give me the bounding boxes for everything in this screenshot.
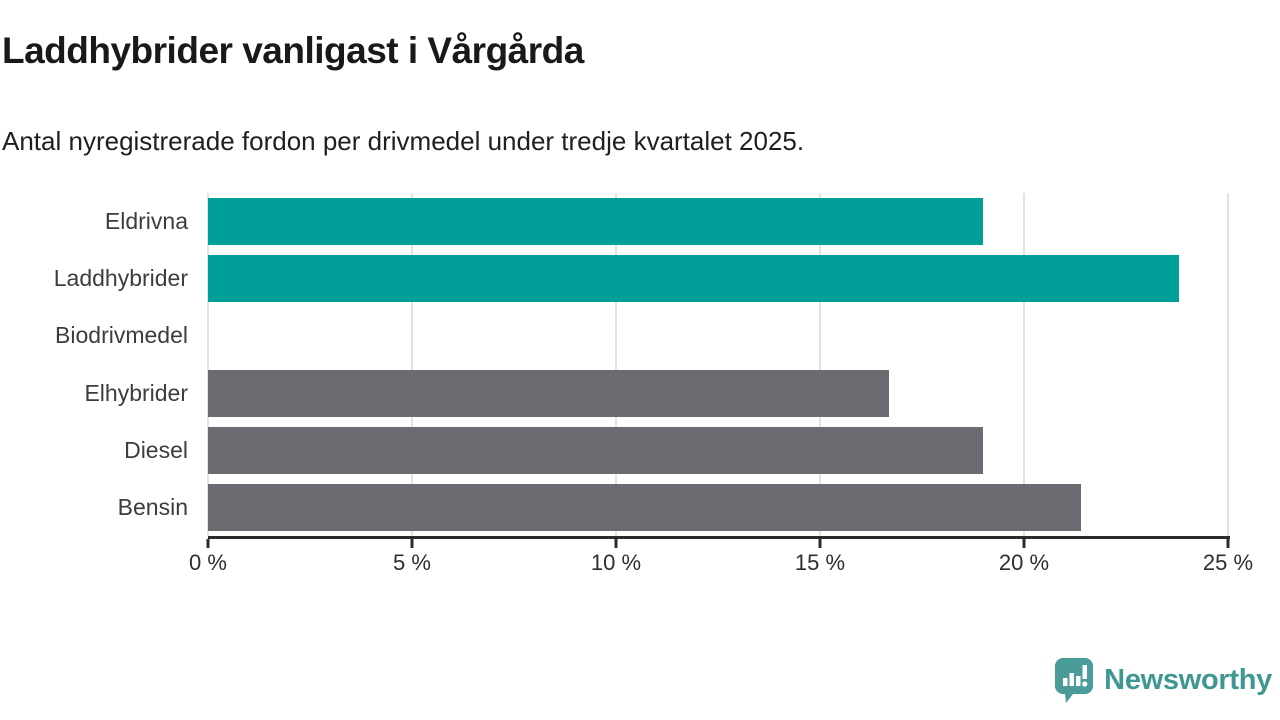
bar-row [208,365,1228,422]
bar-laddhybrider [208,255,1180,303]
bar-elhybrider [208,369,890,417]
axis-tick-label: 10 % [590,550,642,575]
bar-row [208,307,1228,364]
plot-area [207,193,1229,536]
bar-row [208,250,1228,307]
axis-tick-label: 0 % [189,550,227,575]
axis-tick [410,539,414,548]
category-label: Elhybrider [84,379,188,406]
axis-tick-label: 15 % [794,550,846,575]
axis-tick-label: 25 % [1202,550,1254,575]
brand-name: Newsworthy [1104,663,1272,696]
category-label: Eldrivna [104,208,188,235]
axis-tick [1022,539,1026,548]
category-label: Biodrivmedel [55,322,188,349]
chart-title: Laddhybrider vanligast i Vårgårda [2,30,584,71]
category-axis: Eldrivna Laddhybrider Biodrivmedel Elhybrid… [0,193,188,536]
bar-eldrivna [208,198,984,246]
bar-diesel [208,426,984,474]
bar-rows [208,193,1228,536]
bar-chart-speech-bubble-icon [1055,658,1094,703]
newsworthy-branding: Newsworthy [1053,656,1272,704]
bar-row [208,422,1228,479]
category-label: Bensin [117,493,188,520]
x-axis: 0 % 5 % 10 % 15 % 20 % 25 % [189,539,1253,584]
gridline [615,193,617,536]
gridline [1023,193,1025,536]
axis-tick [206,539,210,548]
gridline [207,193,209,536]
axis-tick-label: 20 % [998,550,1050,575]
bar-row [208,479,1228,536]
gridline [1227,193,1229,536]
x-axis-line [208,536,1230,539]
category-label: Diesel [124,436,188,463]
bar-bensin [208,483,1082,531]
chart-subtitle: Antal nyregistrerade fordon per drivmede… [2,126,805,156]
gridline [411,193,413,536]
gridline [819,193,821,536]
axis-tick [614,539,618,548]
category-label: Laddhybrider [53,265,188,292]
axis-tick-label: 5 % [393,550,431,575]
axis-tick [818,539,822,548]
bar-row [208,193,1228,250]
axis-tick [1226,539,1230,548]
